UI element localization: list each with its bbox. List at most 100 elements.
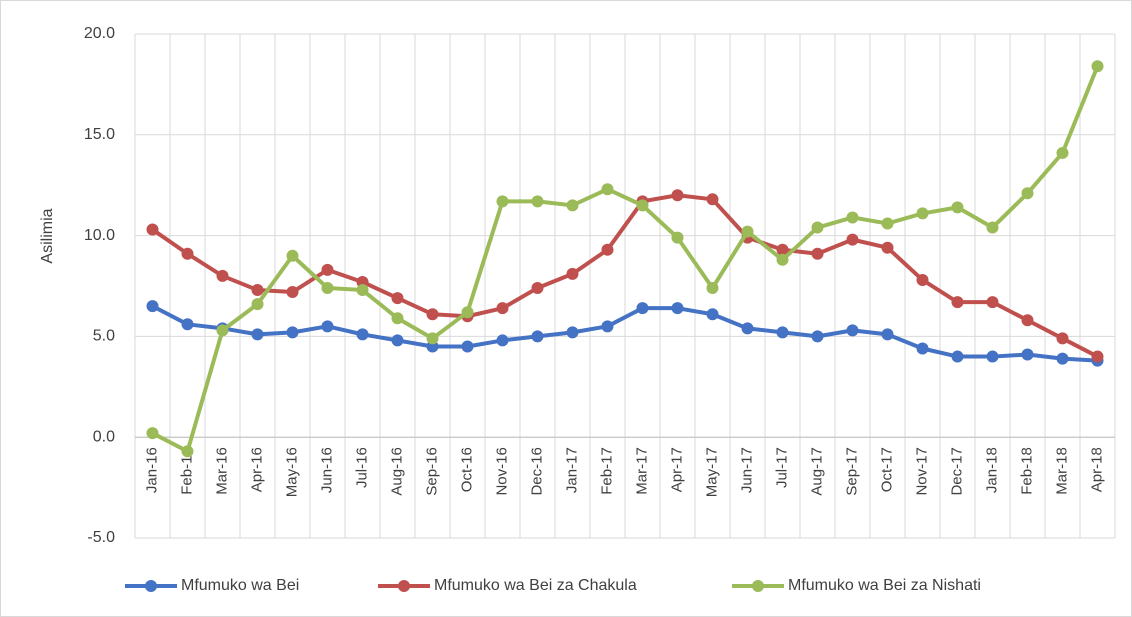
legend-marker [398, 580, 410, 592]
data-point [916, 342, 929, 355]
x-tick-label: Mar-17 [633, 447, 650, 495]
x-tick-label: Apr-16 [248, 447, 265, 492]
data-point [286, 249, 299, 262]
data-point [601, 320, 614, 333]
data-point [671, 302, 684, 315]
data-point [951, 350, 964, 363]
data-point [671, 189, 684, 202]
x-tick-label: Jul-16 [353, 447, 370, 488]
data-point [1091, 350, 1104, 363]
data-point [286, 326, 299, 339]
data-point [531, 282, 544, 295]
legend-label: Mfumuko wa Bei [181, 577, 299, 594]
data-point [951, 296, 964, 309]
x-tick-label: Aug-16 [388, 447, 405, 495]
x-tick-label: Apr-17 [668, 447, 685, 492]
data-point [321, 320, 334, 333]
data-point [216, 324, 229, 337]
x-tick-label: Oct-16 [458, 447, 475, 492]
data-point [181, 318, 194, 331]
data-point [391, 312, 404, 325]
legend-marker [145, 580, 157, 592]
x-tick-label: Dec-17 [948, 447, 965, 495]
data-point [636, 199, 649, 212]
x-tick-label: Jan-16 [143, 447, 160, 493]
x-tick-label: May-17 [703, 447, 720, 497]
data-point [286, 286, 299, 299]
data-point [776, 253, 789, 266]
data-point [881, 328, 894, 341]
data-point [181, 445, 194, 458]
data-point [356, 284, 369, 297]
y-tick-label: 5.0 [93, 328, 115, 345]
x-tick-label: Feb-18 [1018, 447, 1035, 495]
x-tick-label: May-16 [283, 447, 300, 497]
data-point [811, 330, 824, 343]
data-point [811, 247, 824, 260]
data-point [356, 328, 369, 341]
x-tick-label: Apr-18 [1088, 447, 1105, 492]
data-point [916, 207, 929, 220]
data-point [216, 269, 229, 282]
x-tick-label: Jun-16 [318, 447, 335, 493]
y-tick-label: 15.0 [84, 126, 115, 143]
data-point [741, 225, 754, 238]
data-point [1056, 146, 1069, 159]
data-point [776, 243, 789, 256]
data-point [706, 193, 719, 206]
x-tick-label: Jan-17 [563, 447, 580, 493]
data-point [1021, 348, 1034, 361]
data-point [986, 221, 999, 234]
data-point [146, 223, 159, 236]
data-point [601, 183, 614, 196]
data-point [881, 241, 894, 254]
data-point [706, 282, 719, 295]
data-point [251, 284, 264, 297]
data-point [461, 340, 474, 353]
data-point [531, 195, 544, 208]
data-point [391, 334, 404, 347]
data-point [321, 263, 334, 276]
x-tick-label: Mar-18 [1053, 447, 1070, 495]
data-point [251, 298, 264, 311]
data-point [776, 326, 789, 339]
series-line [151, 193, 1099, 359]
legend-label: Mfumuko wa Bei za Chakula [434, 577, 637, 594]
x-tick-label: Oct-17 [878, 447, 895, 492]
data-point [916, 273, 929, 286]
x-tick-label: Dec-16 [528, 447, 545, 495]
x-tick-label: Jul-17 [773, 447, 790, 488]
data-point [706, 308, 719, 321]
data-point [321, 282, 334, 295]
data-point [496, 302, 509, 315]
data-point [566, 326, 579, 339]
y-tick-label: 0.0 [93, 428, 115, 445]
data-point [426, 308, 439, 321]
y-tick-label: 10.0 [84, 227, 115, 244]
y-tick-label: 20.0 [84, 25, 115, 42]
x-tick-label: Jan-18 [983, 447, 1000, 493]
data-point [671, 231, 684, 244]
data-point [636, 302, 649, 315]
data-point [566, 267, 579, 280]
legend-label: Mfumuko wa Bei za Nishati [788, 577, 981, 594]
data-point [846, 211, 859, 224]
data-point [251, 328, 264, 341]
legend-marker [752, 580, 764, 592]
data-point [146, 300, 159, 313]
data-point [846, 324, 859, 337]
x-tick-label: Feb-17 [598, 447, 615, 495]
data-point [1056, 332, 1069, 345]
data-point [986, 350, 999, 363]
series-line [151, 65, 1100, 454]
data-point [951, 201, 964, 214]
x-tick-label: Mar-16 [213, 447, 230, 495]
data-point [1021, 187, 1034, 200]
data-point [741, 322, 754, 335]
x-tick-label: Feb-16 [178, 447, 195, 495]
y-axis-label: Asilimia [39, 208, 56, 263]
x-tick-label: Aug-17 [808, 447, 825, 495]
data-point [461, 306, 474, 319]
